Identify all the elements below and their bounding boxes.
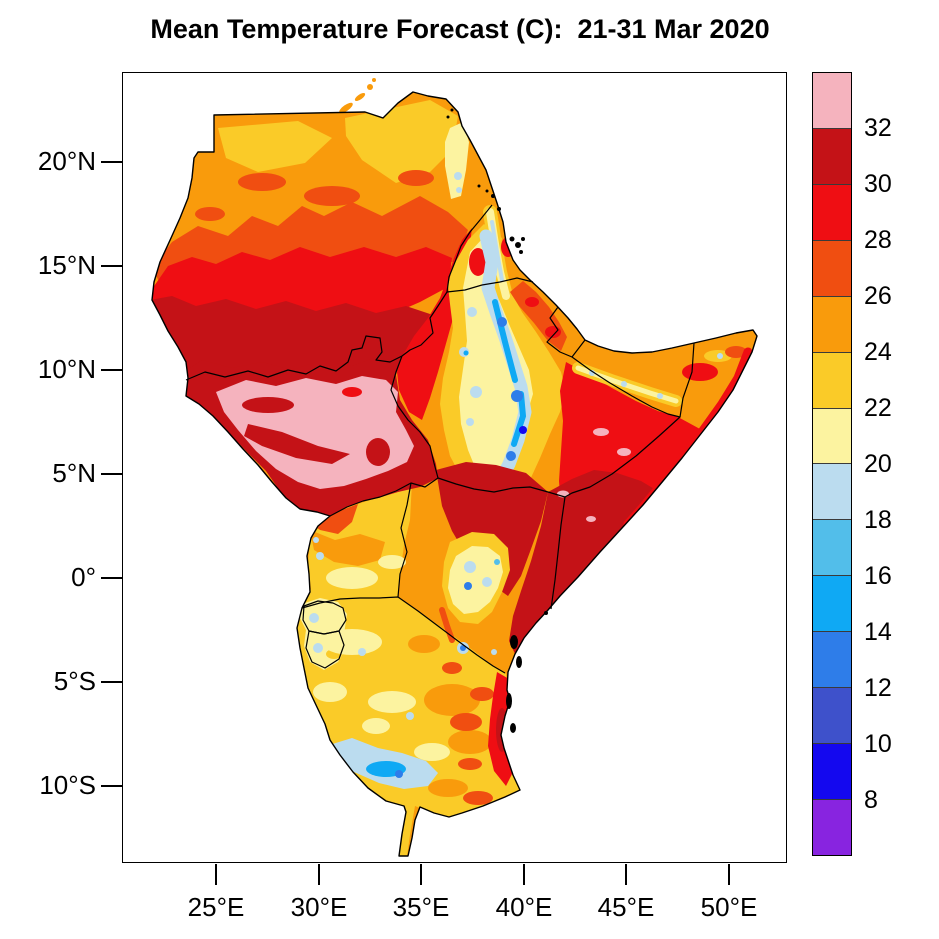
x-axis-tick [215, 864, 217, 885]
colorbar-cell-12-14 [813, 631, 851, 687]
colorbar-cell-26-28 [813, 240, 851, 296]
x-axis-label: 35°E [393, 892, 450, 923]
y-axis-tick [101, 577, 122, 579]
y-axis-label: 10°S [14, 770, 96, 801]
x-axis-label: 45°E [598, 892, 655, 923]
x-axis-tick [625, 864, 627, 885]
colorbar-tick-label: 22 [864, 394, 910, 422]
colorbar-cell-8-10 [813, 743, 851, 799]
y-axis-tick [101, 265, 122, 267]
temperature-colorbar [812, 72, 852, 856]
y-axis-tick [101, 785, 122, 787]
x-axis-tick [318, 864, 320, 885]
colorbar-tick-label: 16 [864, 562, 910, 590]
map-canvas [0, 0, 939, 939]
colorbar-tick-label: 10 [864, 730, 910, 758]
colorbar-cell-10-12 [813, 687, 851, 743]
x-axis-tick [420, 864, 422, 885]
x-axis-label: 25°E [188, 892, 245, 923]
colorbar-tick-label: 18 [864, 506, 910, 534]
colorbar-tick-label: 8 [864, 786, 910, 814]
colorbar-cell-30-32 [813, 128, 851, 184]
y-axis-tick [101, 473, 122, 475]
colorbar-tick-label: 32 [864, 114, 910, 142]
y-axis-label: 15°N [14, 250, 96, 281]
y-axis-label: 10°N [14, 354, 96, 385]
y-axis-label: 0° [14, 562, 96, 593]
colorbar-cell-20-22 [813, 408, 851, 464]
colorbar-cell-14-16 [813, 575, 851, 631]
colorbar-tick-label: 30 [864, 170, 910, 198]
colorbar-cell-24-26 [813, 296, 851, 352]
x-axis-tick [728, 864, 730, 885]
y-axis-tick [101, 161, 122, 163]
colorbar-cell-16-18 [813, 519, 851, 575]
nile-specks [338, 78, 376, 115]
y-axis-tick [101, 369, 122, 371]
colorbar-cell-22-24 [813, 352, 851, 408]
colorbar-cell-18-20 [813, 463, 851, 519]
y-axis-label: 5°N [14, 458, 96, 489]
colorbar-cell-28-30 [813, 184, 851, 240]
colorbar-tick-label: 14 [864, 618, 910, 646]
weather-map-page: Mean Temperature Forecast (C): 21-31 Mar… [0, 0, 939, 939]
colorbar-cell-lt8 [813, 799, 851, 855]
colorbar-tick-label: 20 [864, 450, 910, 478]
x-axis-label: 30°E [291, 892, 348, 923]
colorbar-cell-gt32 [813, 73, 851, 128]
y-axis-tick [101, 681, 122, 683]
colorbar-tick-label: 28 [864, 226, 910, 254]
colorbar-tick-label: 26 [864, 282, 910, 310]
x-axis-label: 50°E [701, 892, 758, 923]
x-axis-tick [523, 864, 525, 885]
y-axis-label: 5°S [14, 666, 96, 697]
temperature-field [100, 60, 800, 870]
colorbar-tick-label: 24 [864, 338, 910, 366]
y-axis-label: 20°N [14, 146, 96, 177]
colorbar-tick-label: 12 [864, 674, 910, 702]
x-axis-label: 40°E [496, 892, 553, 923]
